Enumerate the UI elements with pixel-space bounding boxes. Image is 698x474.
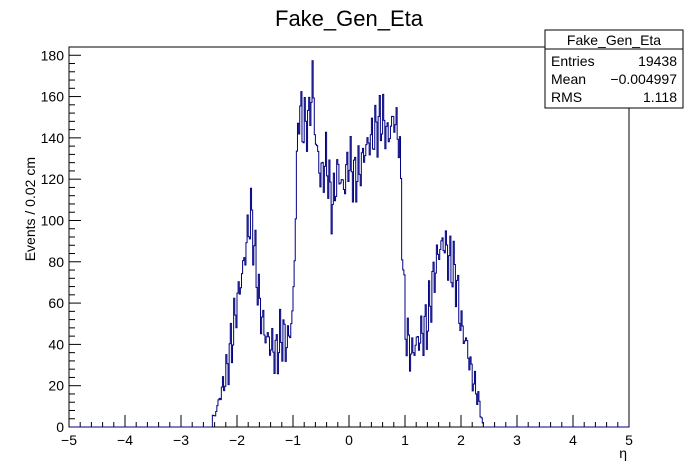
y-tick-label: 20	[48, 378, 64, 394]
stats-entries-label: Entries	[551, 53, 595, 69]
x-tick-label: −4	[117, 432, 133, 448]
stats-mean-label: Mean	[551, 71, 586, 87]
y-tick-label: 140	[41, 130, 65, 146]
y-tick-label: 180	[41, 47, 65, 63]
x-tick-label: −1	[285, 432, 301, 448]
y-tick-label: 100	[41, 212, 65, 228]
y-tick-label: 0	[56, 419, 64, 435]
stats-box: Fake_Gen_Eta Entries 19438 Mean −0.00499…	[544, 29, 684, 109]
y-axis-label: Events / 0.02 cm	[22, 157, 38, 261]
stats-box-title: Fake_Gen_Eta	[567, 32, 661, 48]
stats-rms-value: 1.118	[643, 89, 677, 105]
y-tick-label: 80	[48, 254, 64, 270]
stats-entries-value: 19438	[638, 53, 677, 69]
x-tick-label: 2	[457, 432, 465, 448]
y-tick-label: 160	[41, 89, 65, 105]
x-tick-label: 5	[625, 432, 633, 448]
x-tick-label: −3	[173, 432, 189, 448]
histogram-series	[69, 60, 629, 428]
x-tick-label: 4	[569, 432, 577, 448]
y-tick-label: 60	[48, 295, 64, 311]
x-tick-label: −2	[229, 432, 245, 448]
y-axis: 0 20 40 60 80 100 120 140 160 180	[41, 46, 81, 435]
y-tick-label: 120	[41, 171, 65, 187]
y-tick-label: 40	[48, 336, 64, 352]
x-axis: −5 −4 −3 −2 −1 0 1 2 3 4 5	[61, 415, 633, 448]
x-tick-label: 0	[345, 432, 353, 448]
x-tick-label: 1	[401, 432, 409, 448]
chart-title: Fake_Gen_Eta	[275, 6, 424, 31]
x-tick-label: −5	[61, 432, 77, 448]
stats-box-frame	[544, 29, 684, 109]
stats-rms-label: RMS	[551, 89, 582, 105]
stats-mean-value: −0.004997	[610, 71, 677, 87]
x-axis-label: η	[619, 445, 627, 461]
x-tick-label: 3	[513, 432, 521, 448]
